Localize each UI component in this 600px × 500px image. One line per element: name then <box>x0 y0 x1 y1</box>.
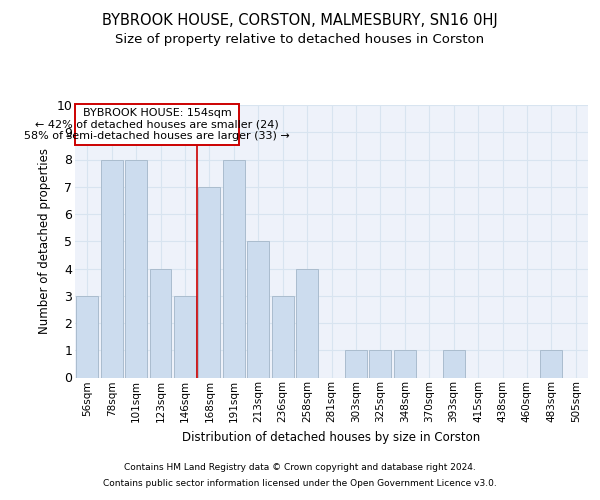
Text: ← 42% of detached houses are smaller (24): ← 42% of detached houses are smaller (24… <box>35 119 279 129</box>
Bar <box>443 350 464 378</box>
Bar <box>272 296 293 378</box>
Text: Size of property relative to detached houses in Corston: Size of property relative to detached ho… <box>115 32 485 46</box>
Bar <box>199 186 220 378</box>
Bar <box>223 160 245 378</box>
Bar <box>345 350 367 378</box>
Bar <box>174 296 196 378</box>
Bar <box>247 242 269 378</box>
Y-axis label: Number of detached properties: Number of detached properties <box>38 148 51 334</box>
Text: BYBROOK HOUSE: 154sqm: BYBROOK HOUSE: 154sqm <box>83 108 232 118</box>
Bar <box>149 268 172 378</box>
Bar <box>541 350 562 378</box>
Bar <box>296 268 318 378</box>
Bar <box>76 296 98 378</box>
FancyBboxPatch shape <box>76 104 239 144</box>
Bar <box>101 160 122 378</box>
Text: Contains HM Land Registry data © Crown copyright and database right 2024.: Contains HM Land Registry data © Crown c… <box>124 464 476 472</box>
Text: Contains public sector information licensed under the Open Government Licence v3: Contains public sector information licen… <box>103 478 497 488</box>
Bar <box>394 350 416 378</box>
Bar <box>125 160 147 378</box>
Text: 58% of semi-detached houses are larger (33) →: 58% of semi-detached houses are larger (… <box>24 130 290 140</box>
Text: BYBROOK HOUSE, CORSTON, MALMESBURY, SN16 0HJ: BYBROOK HOUSE, CORSTON, MALMESBURY, SN16… <box>102 12 498 28</box>
Bar <box>370 350 391 378</box>
X-axis label: Distribution of detached houses by size in Corston: Distribution of detached houses by size … <box>182 430 481 444</box>
